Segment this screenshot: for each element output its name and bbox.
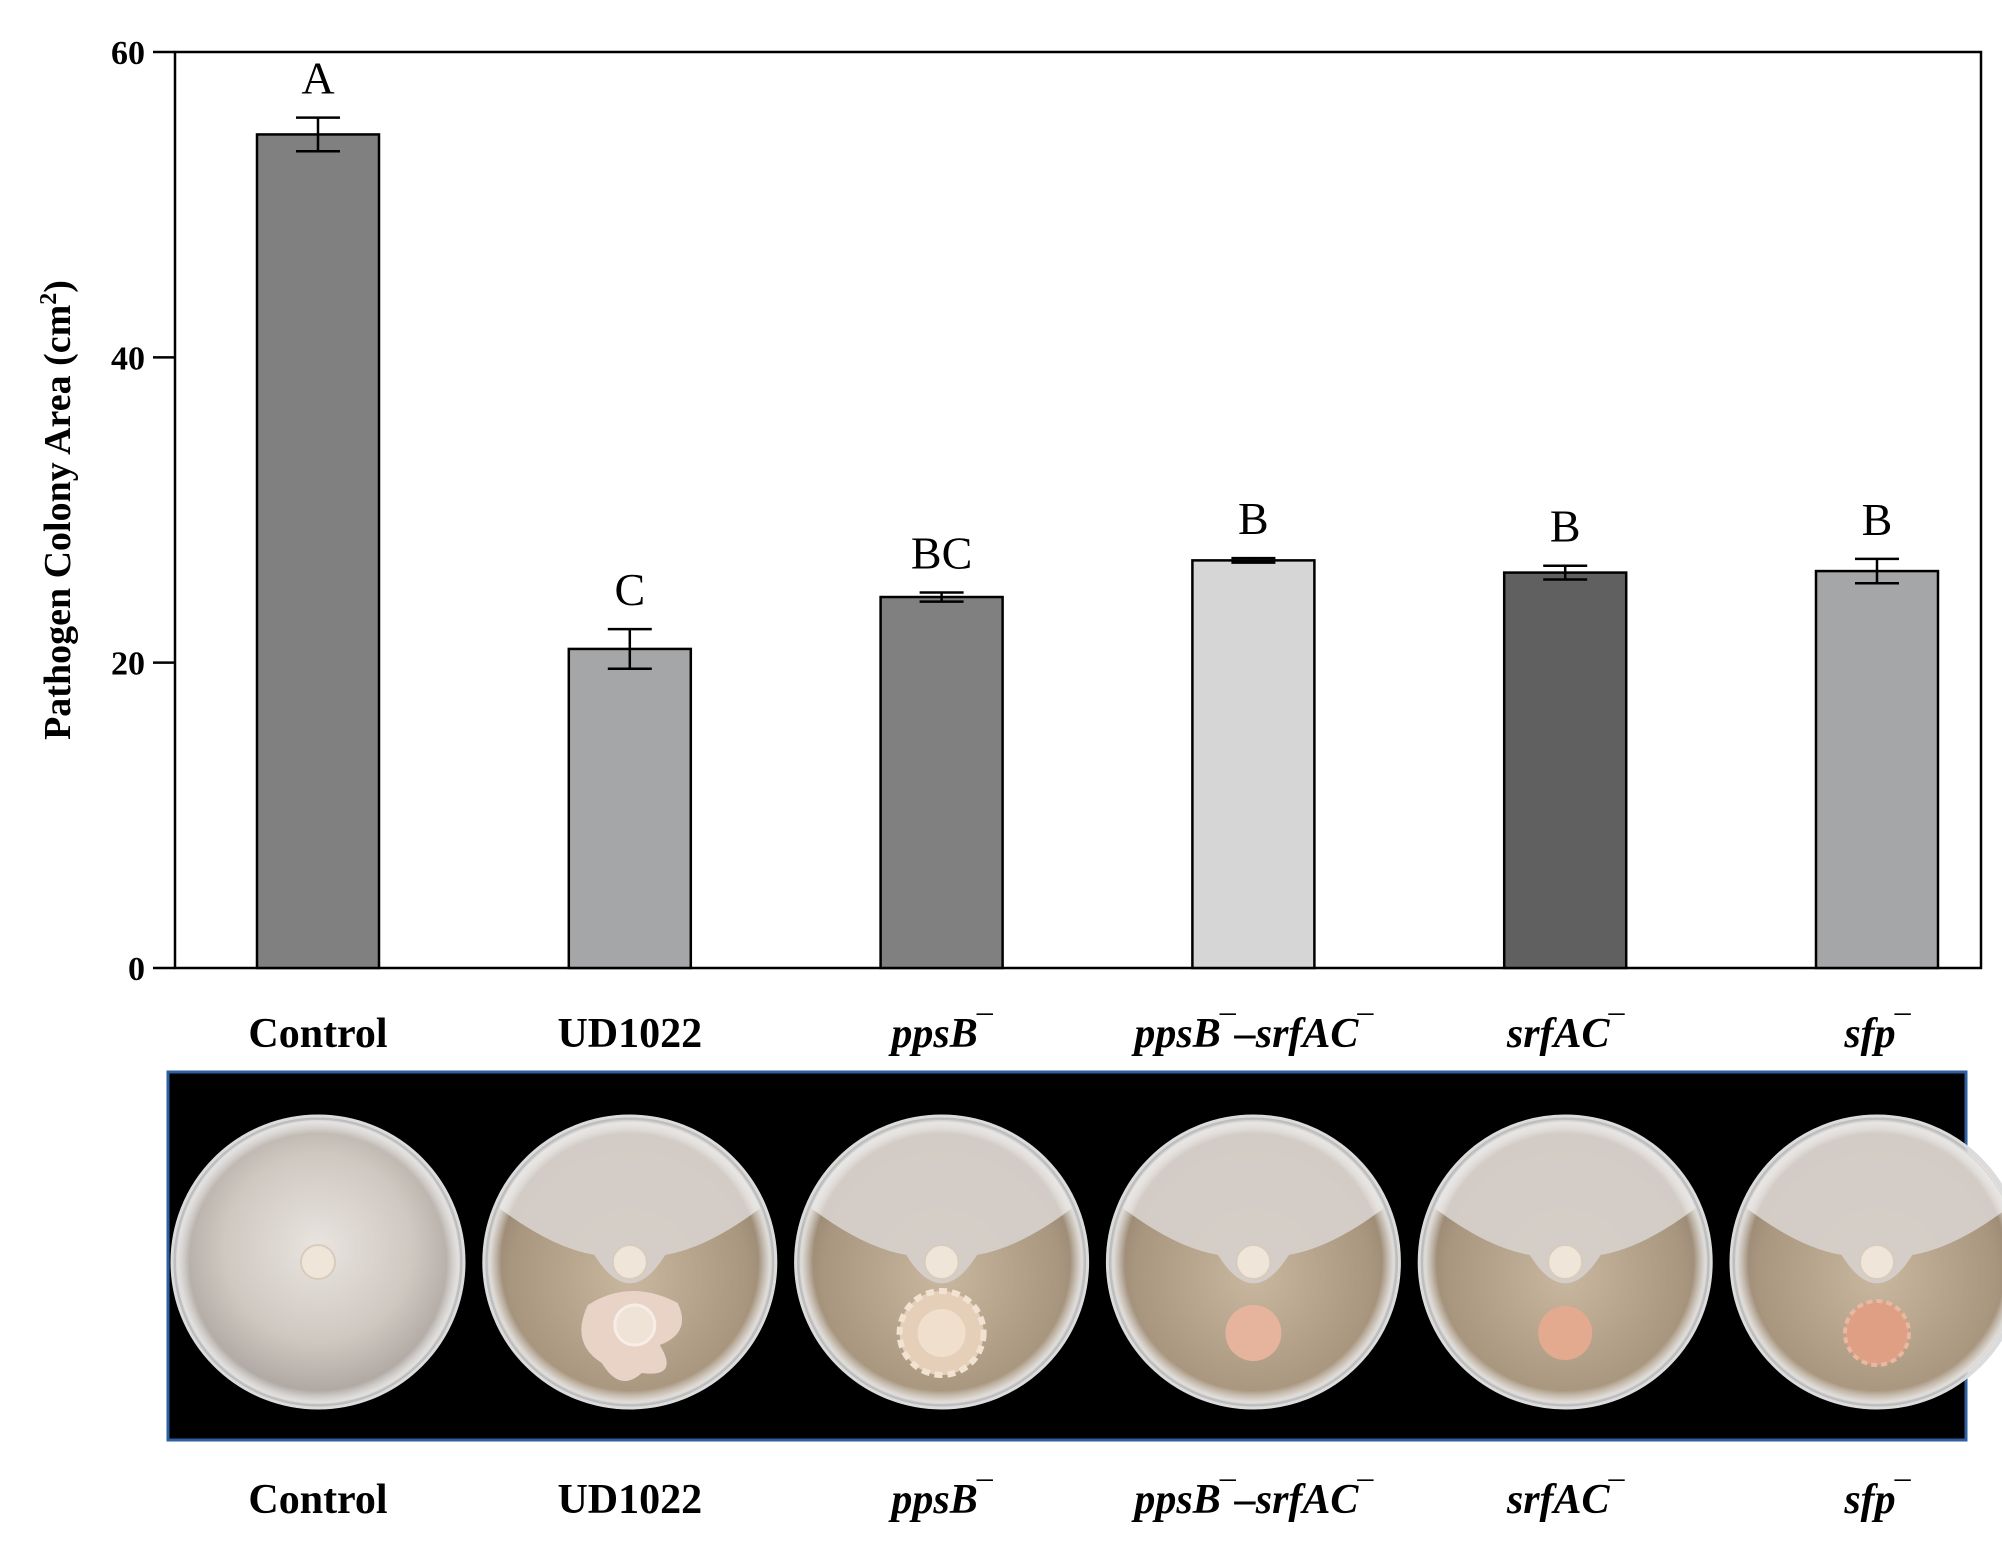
y-axis-label-main: Pathogen Colony Area (cm (37, 305, 79, 740)
y-axis-label-close: ) (37, 280, 79, 293)
y-axis-label: Pathogen Colony Area (cm2) (36, 280, 79, 740)
significance-letter: B (1550, 501, 1581, 552)
photo-label: ppsB‾ (888, 1477, 993, 1523)
x-tick-label: ppsB‾–srfAC‾ (1131, 1011, 1374, 1057)
error-bar (1855, 557, 1899, 585)
significance-letter: B (1238, 493, 1269, 544)
y-tick-label: 20 (111, 646, 145, 683)
y-tick-label: 40 (111, 340, 145, 377)
significance-letter: B (1862, 494, 1893, 545)
error-bar (919, 591, 964, 603)
bar-series: A C BC B B B (255, 53, 1940, 970)
photo-label: srfAC‾ (1506, 1477, 1626, 1523)
significance-letter: A (301, 53, 334, 104)
significance-letter: BC (911, 527, 972, 578)
bar (567, 647, 693, 970)
x-tick-label: UD1022 (557, 1011, 702, 1057)
petri-plate (170, 1114, 466, 1410)
bar (1502, 571, 1628, 970)
petri-plate (794, 1114, 1090, 1410)
petri-plate (1105, 1114, 1401, 1410)
photo-label: ppsB‾–srfAC‾ (1131, 1477, 1374, 1523)
y-tick-label: 0 (128, 951, 145, 988)
y-axis-label-superscript: 2 (36, 293, 62, 305)
photo-label: sfp‾ (1843, 1477, 1911, 1523)
error-bar (1543, 564, 1588, 581)
bar (1191, 559, 1316, 970)
x-axis-labels: Control UD1022 ppsB‾ ppsB‾–srfAC‾ srfAC‾ sfp‾ (248, 1011, 1911, 1057)
x-tick-label: Control (248, 1011, 387, 1057)
bar (1814, 569, 1940, 970)
photo-labels: Control UD1022 ppsB‾ ppsB‾–srfAC‾ srfAC‾ sfp‾ (248, 1477, 1911, 1523)
photo-label: Control (248, 1477, 387, 1523)
plot-frame (173, 50, 1983, 970)
petri-plate (1729, 1114, 2002, 1410)
error-bar (296, 116, 340, 153)
y-axis: 0 20 40 60 (111, 35, 175, 988)
photo-label: UD1022 (557, 1477, 702, 1523)
significance-letter: C (614, 564, 645, 615)
x-tick-label: sfp‾ (1843, 1011, 1911, 1057)
y-tick-label: 60 (111, 35, 145, 72)
petri-photo-panel (166, 1070, 2002, 1442)
error-bar (607, 627, 652, 671)
error-bar (1231, 556, 1276, 564)
petri-plate (1417, 1114, 1713, 1410)
x-tick-label: srfAC‾ (1506, 1011, 1626, 1057)
petri-plate (482, 1114, 778, 1410)
x-tick-label: ppsB‾ (888, 1011, 993, 1057)
bar (255, 133, 381, 970)
plot-area (173, 50, 1983, 970)
bar (879, 595, 1004, 970)
petri-plates (170, 1114, 2002, 1410)
